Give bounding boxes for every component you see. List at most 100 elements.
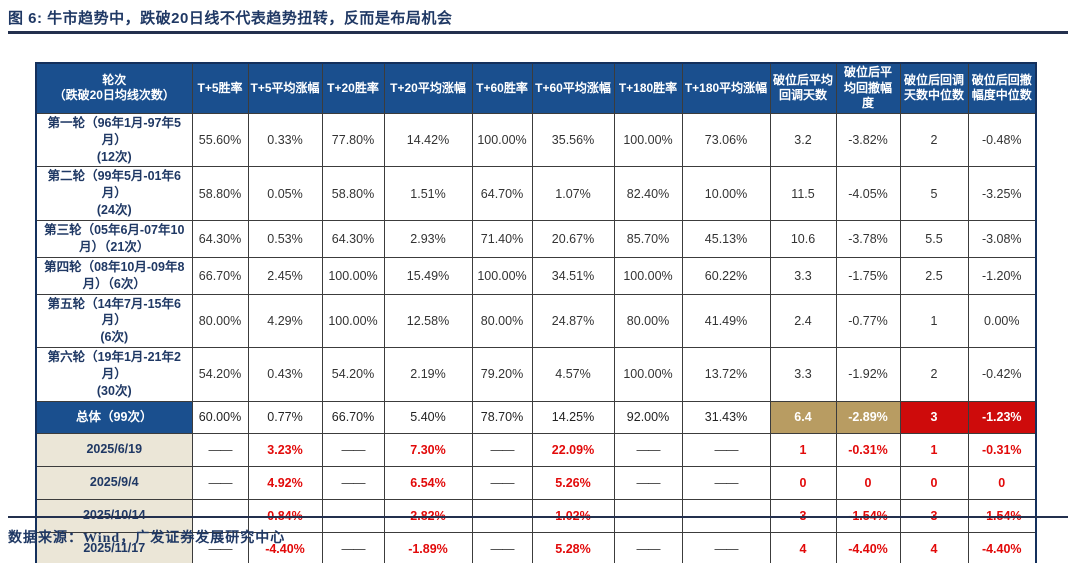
cell: 2.4 <box>769 293 837 349</box>
row-label: 2025/10/14 <box>35 498 193 533</box>
cell: 60.00% <box>191 400 249 434</box>
cell: 64.30% <box>191 220 249 258</box>
cell: —— <box>471 432 533 467</box>
cell: 10.6 <box>769 220 837 258</box>
cell: 80.00% <box>471 293 533 349</box>
cell: 92.00% <box>613 400 683 434</box>
cell: 4.92% <box>247 465 323 500</box>
cell: 64.30% <box>321 220 385 258</box>
cell: 0.43% <box>247 347 323 402</box>
cell: -1.75% <box>835 256 901 295</box>
cell: -3.08% <box>967 220 1037 258</box>
cell: —— <box>681 531 771 563</box>
cell: -4.05% <box>835 166 901 222</box>
cell: -0.48% <box>967 112 1037 168</box>
cell: 100.00% <box>321 293 385 349</box>
table-row: 第三轮（05年6月-07年10月）（21次） 64.30% 0.53% 64.30% 2… <box>35 220 1037 258</box>
cell: 6.54% <box>383 465 473 500</box>
cell: 78.70% <box>471 400 533 434</box>
row-label: 第一轮（96年1月-97年5月） (12次) <box>35 112 193 168</box>
cell: 1.02% <box>531 498 615 533</box>
cell: —— <box>321 465 385 500</box>
cell: 64.70% <box>471 166 533 222</box>
row-label: 2025/11/17 <box>35 531 193 563</box>
cell: 15.49% <box>383 256 473 295</box>
table-row: 2025/11/17 —— -4.40% —— -1.89% —— 5.28% —— —— 4 -4… <box>35 531 1037 563</box>
cell: 0.05% <box>247 166 323 222</box>
cell: 35.56% <box>531 112 615 168</box>
row-label: 第五轮（14年7月-15年6月） (6次) <box>35 293 193 349</box>
cell: 5 <box>899 166 969 222</box>
cell: 0 <box>899 465 969 500</box>
cell: 100.00% <box>613 347 683 402</box>
column-header: T+60平均涨幅 <box>531 62 615 114</box>
cell: 80.00% <box>191 293 249 349</box>
cell: -1.23% <box>967 400 1037 434</box>
cell: 71.40% <box>471 220 533 258</box>
table-row: 2025/6/19 —— 3.23% —— 7.30% —— 22.09% —— —— 1 -0.3… <box>35 432 1037 467</box>
figure-title: 图 6: 牛市趋势中，跌破20日线不代表趋势扭转，反而是布局机会 <box>8 10 453 27</box>
column-header: T+180胜率 <box>613 62 683 114</box>
cell: 100.00% <box>471 112 533 168</box>
cell: 2.19% <box>383 347 473 402</box>
cell: —— <box>471 531 533 563</box>
cell: -0.31% <box>967 432 1037 467</box>
cell: 77.80% <box>321 112 385 168</box>
cell: 41.49% <box>681 293 771 349</box>
footer-divider <box>8 516 1068 518</box>
cell: 11.5 <box>769 166 837 222</box>
cell: 54.20% <box>191 347 249 402</box>
table-row: 第五轮（14年7月-15年6月） (6次) 80.00% 4.29% 100.00% 1… <box>35 293 1037 349</box>
cell: -1.20% <box>967 256 1037 295</box>
cell: 1.51% <box>383 166 473 222</box>
cell: 0 <box>769 465 837 500</box>
data-source-note: 数据来源：Wind，广发证券发展研究中心 <box>8 531 286 546</box>
column-header: 破位后回调天数中位数 <box>899 62 969 114</box>
cell: 4 <box>769 531 837 563</box>
cell: —— <box>191 498 249 533</box>
column-header: 破位后回撤幅度中位数 <box>967 62 1037 114</box>
cell: 7.30% <box>383 432 473 467</box>
cell: 66.70% <box>321 400 385 434</box>
column-header: 破位后平均回调天数 <box>769 62 837 114</box>
cell: 0 <box>835 465 901 500</box>
cell: 4 <box>899 531 969 563</box>
cell: 20.67% <box>531 220 615 258</box>
cell: -0.77% <box>835 293 901 349</box>
row-label: 2025/9/4 <box>35 465 193 500</box>
column-header: 轮次 （跌破20日均线次数） <box>35 62 193 114</box>
cell: 58.80% <box>321 166 385 222</box>
cell: -1.54% <box>967 498 1037 533</box>
cell: 3.23% <box>247 432 323 467</box>
row-label: 第四轮（08年10月-09年8月）（6次） <box>35 256 193 295</box>
cell: 0.84% <box>247 498 323 533</box>
cell: —— <box>681 498 771 533</box>
column-header: 破位后平均回撤幅度 <box>835 62 901 114</box>
row-label: 第六轮（19年1月-21年2月） (30次) <box>35 347 193 402</box>
table-row: 总体（99次） 60.00% 0.77% 66.70% 5.40% 78.70% 14.25… <box>35 400 1037 434</box>
cell: —— <box>613 432 683 467</box>
cell: 55.60% <box>191 112 249 168</box>
title-divider <box>8 31 1068 34</box>
cell: 5.28% <box>531 531 615 563</box>
table-header: 轮次 （跌破20日均线次数） T+5胜率 T+5平均涨幅 T+20胜率 T+20平均涨幅… <box>35 62 1037 114</box>
table-row: 第四轮（08年10月-09年8月）（6次） 66.70% 2.45% 100.00% 1… <box>35 256 1037 295</box>
cell: 82.40% <box>613 166 683 222</box>
table-body: 第一轮（96年1月-97年5月） (12次) 55.60% 0.33% 77.80% 1… <box>35 112 1037 563</box>
cell: -4.40% <box>835 531 901 563</box>
cell: —— <box>321 432 385 467</box>
cell: 2.45% <box>247 256 323 295</box>
cell: —— <box>681 432 771 467</box>
row-label: 总体（99次） <box>35 400 193 434</box>
cell: 73.06% <box>681 112 771 168</box>
cell: -3.78% <box>835 220 901 258</box>
cell: 0.00% <box>967 293 1037 349</box>
cell: 2 <box>899 112 969 168</box>
cell: 2.82% <box>383 498 473 533</box>
cell: 3 <box>769 498 837 533</box>
row-label: 第二轮（99年5月-01年6月） (24次) <box>35 166 193 222</box>
cell: 80.00% <box>613 293 683 349</box>
cell: —— <box>321 531 385 563</box>
cell: 14.42% <box>383 112 473 168</box>
